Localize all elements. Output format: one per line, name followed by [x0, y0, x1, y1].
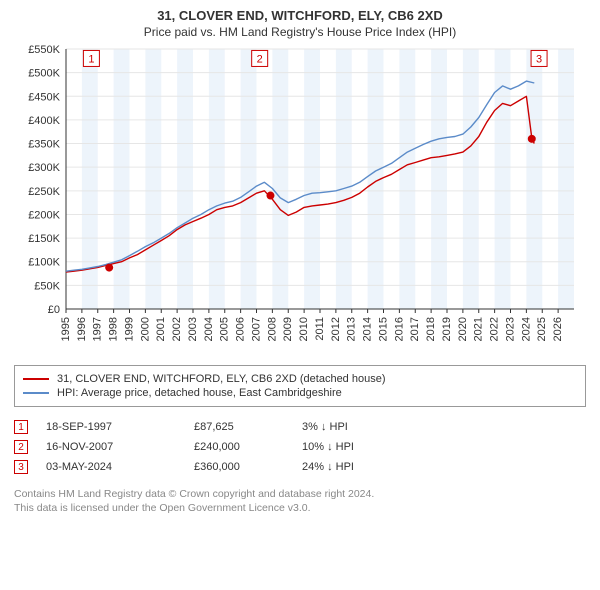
svg-text:2009: 2009: [282, 317, 294, 341]
svg-text:2025: 2025: [536, 317, 548, 341]
price-chart: £0 £50K £100K £150K £200K £250K £300K £350K £400…: [14, 39, 586, 359]
event-price: £240,000: [194, 441, 284, 453]
legend-swatch: [23, 392, 49, 394]
event-badge: 3: [14, 460, 28, 474]
svg-text:£550K: £550K: [28, 44, 60, 56]
svg-text:£450K: £450K: [28, 91, 60, 103]
event-badge: 1: [14, 420, 28, 434]
svg-text:£100K: £100K: [28, 257, 60, 269]
svg-text:2026: 2026: [552, 317, 564, 341]
svg-text:2: 2: [257, 53, 263, 65]
event-diff: 24% ↓ HPI: [302, 461, 422, 473]
svg-text:£300K: £300K: [28, 162, 60, 174]
svg-text:2022: 2022: [489, 317, 501, 341]
svg-text:2010: 2010: [298, 317, 310, 341]
legend-label: HPI: Average price, detached house, East…: [57, 387, 342, 399]
legend: 31, CLOVER END, WITCHFORD, ELY, CB6 2XD …: [14, 365, 586, 407]
svg-text:£500K: £500K: [28, 68, 60, 80]
svg-text:2001: 2001: [155, 317, 167, 341]
svg-text:2006: 2006: [235, 317, 247, 341]
legend-item: HPI: Average price, detached house, East…: [23, 386, 577, 400]
event-row: 1 18-SEP-1997 £87,625 3% ↓ HPI: [14, 417, 586, 437]
svg-text:£350K: £350K: [28, 139, 60, 151]
svg-text:1997: 1997: [92, 317, 104, 341]
svg-text:2014: 2014: [362, 317, 374, 341]
svg-text:£0: £0: [48, 304, 60, 316]
svg-text:1995: 1995: [60, 317, 72, 341]
svg-text:1999: 1999: [123, 317, 135, 341]
svg-text:£200K: £200K: [28, 209, 60, 221]
footer-attribution: Contains HM Land Registry data © Crown c…: [14, 487, 586, 515]
legend-item: 31, CLOVER END, WITCHFORD, ELY, CB6 2XD …: [23, 372, 577, 386]
svg-text:£400K: £400K: [28, 115, 60, 127]
event-diff: 3% ↓ HPI: [302, 421, 422, 433]
event-price: £360,000: [194, 461, 284, 473]
svg-text:2002: 2002: [171, 317, 183, 341]
page-title: 31, CLOVER END, WITCHFORD, ELY, CB6 2XD: [14, 8, 586, 23]
svg-text:1998: 1998: [108, 317, 120, 341]
svg-text:2005: 2005: [219, 317, 231, 341]
svg-text:2011: 2011: [314, 317, 326, 341]
svg-text:2008: 2008: [266, 317, 278, 341]
svg-text:2015: 2015: [377, 317, 389, 341]
svg-text:2021: 2021: [473, 317, 485, 341]
events-table: 1 18-SEP-1997 £87,625 3% ↓ HPI 2 16-NOV-2007 £…: [14, 417, 586, 477]
footer-line-2: This data is licensed under the Open Gov…: [14, 501, 586, 515]
event-date: 03-MAY-2024: [46, 461, 176, 473]
svg-text:2020: 2020: [457, 317, 469, 341]
page-subtitle: Price paid vs. HM Land Registry's House …: [14, 25, 586, 39]
svg-text:2004: 2004: [203, 317, 215, 341]
svg-text:2016: 2016: [393, 317, 405, 341]
svg-text:2012: 2012: [330, 317, 342, 341]
event-date: 16-NOV-2007: [46, 441, 176, 453]
svg-text:£50K: £50K: [34, 280, 60, 292]
legend-swatch: [23, 378, 49, 380]
svg-text:2007: 2007: [250, 317, 262, 341]
event-row: 3 03-MAY-2024 £360,000 24% ↓ HPI: [14, 457, 586, 477]
svg-text:£250K: £250K: [28, 186, 60, 198]
event-date: 18-SEP-1997: [46, 421, 176, 433]
event-badge: 2: [14, 440, 28, 454]
svg-text:2003: 2003: [187, 317, 199, 341]
svg-text:2000: 2000: [139, 317, 151, 341]
svg-text:2018: 2018: [425, 317, 437, 341]
svg-text:2019: 2019: [441, 317, 453, 341]
svg-text:£150K: £150K: [28, 233, 60, 245]
svg-text:2023: 2023: [504, 317, 516, 341]
svg-text:2013: 2013: [346, 317, 358, 341]
svg-text:2017: 2017: [409, 317, 421, 341]
svg-text:3: 3: [536, 53, 542, 65]
svg-text:1996: 1996: [76, 317, 88, 341]
footer-line-1: Contains HM Land Registry data © Crown c…: [14, 487, 586, 501]
event-row: 2 16-NOV-2007 £240,000 10% ↓ HPI: [14, 437, 586, 457]
event-price: £87,625: [194, 421, 284, 433]
svg-text:1: 1: [88, 53, 94, 65]
event-diff: 10% ↓ HPI: [302, 441, 422, 453]
svg-text:2024: 2024: [520, 317, 532, 341]
legend-label: 31, CLOVER END, WITCHFORD, ELY, CB6 2XD …: [57, 373, 386, 385]
